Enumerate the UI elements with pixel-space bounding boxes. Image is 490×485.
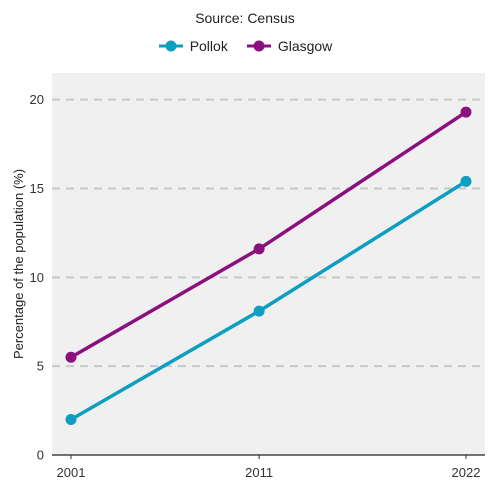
legend-marker-pollok: [165, 40, 177, 52]
point-pollok-2001: [65, 413, 77, 425]
point-glasgow-2011: [253, 243, 265, 255]
y-tick-label-15: 15: [30, 181, 44, 196]
point-glasgow-2001: [65, 351, 77, 363]
y-axis-title: Percentage of the population (%): [11, 169, 26, 359]
y-tick-label-5: 5: [37, 359, 44, 374]
point-glasgow-2022: [460, 106, 472, 118]
legend-item-pollok: Pollok: [158, 38, 228, 54]
legend-marker-glasgow: [253, 40, 265, 52]
legend-label-glasgow: Glasgow: [277, 38, 333, 54]
x-tick-label-2001: 2001: [57, 465, 86, 480]
x-tick-label-2022: 2022: [452, 465, 481, 480]
chart-legend: Pollok Glasgow: [0, 38, 490, 54]
x-tick-label-2011: 2011: [245, 465, 273, 480]
legend-item-glasgow: Glasgow: [246, 38, 332, 54]
chart-subtitle: Source: Census: [195, 10, 295, 26]
y-tick-label-0: 0: [37, 448, 44, 463]
legend-key-pollok: [158, 40, 183, 52]
legend-label-pollok: Pollok: [189, 38, 228, 54]
plot-panel: [52, 73, 485, 455]
legend-key-glasgow: [246, 40, 271, 52]
y-tick-label-10: 10: [30, 270, 44, 285]
point-pollok-2022: [460, 175, 472, 187]
point-pollok-2011: [253, 305, 265, 317]
y-tick-label-20: 20: [30, 92, 44, 107]
